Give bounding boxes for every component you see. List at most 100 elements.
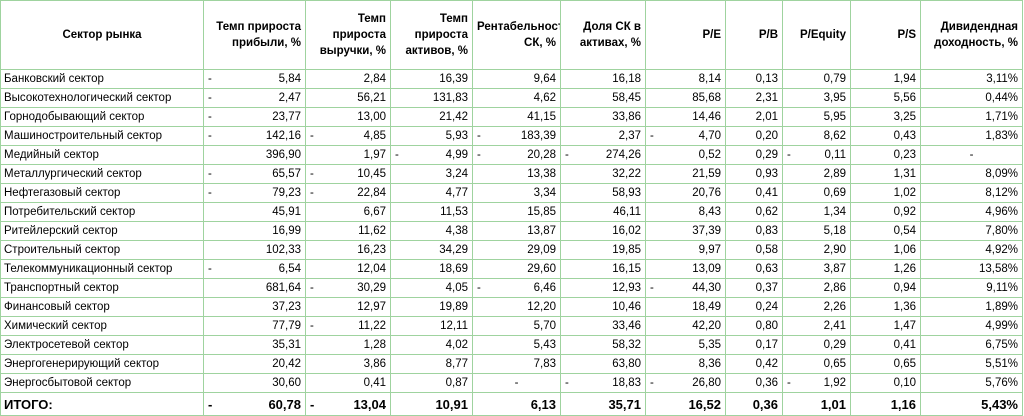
cell: 0,41 xyxy=(725,183,783,203)
cell: 8,14 xyxy=(645,69,726,89)
row-label: Ритейлерский сектор xyxy=(0,221,204,241)
number: 11,22 xyxy=(358,320,386,332)
cell: 102,33 xyxy=(203,240,306,260)
cell: 16,15 xyxy=(560,259,646,279)
sign: - xyxy=(787,377,791,389)
cell: 3,86 xyxy=(305,354,391,374)
cell: 396,90 xyxy=(203,145,306,165)
row-label: Нефтегазовый сектор xyxy=(0,183,204,203)
negative-value: - 274,26 xyxy=(565,149,641,161)
sign: - xyxy=(310,187,314,199)
negative-value: - 2,47 xyxy=(208,92,301,104)
cell: 16,18 xyxy=(560,69,646,89)
row-label: Высокотехнологический сектор xyxy=(0,88,204,108)
cell: 4,77 xyxy=(390,183,473,203)
sign: - xyxy=(208,396,213,412)
cell: 131,83 xyxy=(390,88,473,108)
cell: 15,85 xyxy=(472,202,561,222)
number: 30,29 xyxy=(357,282,386,294)
column-header: Темп прироста активов, % xyxy=(390,0,473,70)
cell: 42,20 xyxy=(645,316,726,336)
number: 4,85 xyxy=(363,130,386,142)
negative-value: - 44,30 xyxy=(650,282,721,294)
cell: 19,89 xyxy=(390,297,473,317)
number: 23,77 xyxy=(272,111,301,123)
cell: 58,93 xyxy=(560,183,646,203)
cell: 34,29 xyxy=(390,240,473,260)
column-header: Темп прироста прибыли, % xyxy=(203,0,306,70)
negative-value: - 183,39 xyxy=(477,130,556,142)
number: 20,28 xyxy=(527,149,556,161)
cell: 58,45 xyxy=(560,88,646,108)
sign: - xyxy=(310,282,314,294)
cell: - 26,80 xyxy=(645,373,726,393)
number: 6,46 xyxy=(533,282,556,294)
cell: 21,59 xyxy=(645,164,726,184)
cell: 12,04 xyxy=(305,259,391,279)
sign: - xyxy=(650,130,654,142)
sign: - xyxy=(565,149,569,161)
cell: - 4,70 xyxy=(645,126,726,146)
cell: 0,87 xyxy=(390,373,473,393)
cell: 7,83 xyxy=(472,354,561,374)
negative-value: - 65,57 xyxy=(208,168,301,180)
sign: - xyxy=(208,111,212,123)
cell: - 18,83 xyxy=(560,373,646,393)
cell: 5,18 xyxy=(782,221,851,241)
cell: 1,94 xyxy=(850,69,921,89)
row-label: Металлургический сектор xyxy=(0,164,204,184)
cell: 33,46 xyxy=(560,316,646,336)
cell: 0,41 xyxy=(305,373,391,393)
cell: 0,29 xyxy=(782,335,851,355)
sign: - xyxy=(310,396,315,412)
row-label: Энергосбытовой сектор xyxy=(0,373,204,393)
sign: - xyxy=(310,320,314,332)
cell: 18,49 xyxy=(645,297,726,317)
cell: - 65,57 xyxy=(203,164,306,184)
row-label: Машиностроительный сектор xyxy=(0,126,204,146)
cell: 2,01 xyxy=(725,107,783,127)
number: 60,78 xyxy=(268,396,301,412)
cell: - xyxy=(472,373,561,393)
number: 0,11 xyxy=(824,149,846,161)
column-header: Темп прироста выручки, % xyxy=(305,0,391,70)
cell: 30,60 xyxy=(203,373,306,393)
cell: 41,15 xyxy=(472,107,561,127)
cell: 1,01 xyxy=(782,392,851,416)
cell: 0,65 xyxy=(782,354,851,374)
cell: 0,10 xyxy=(850,373,921,393)
table-row: Банковский сектор - 5,84 2,84 16,39 9,64 16,18… xyxy=(0,69,1023,89)
column-header: Дивидендная доходность, % xyxy=(920,0,1023,70)
cell: 9,64 xyxy=(472,69,561,89)
cell: 0,62 xyxy=(725,202,783,222)
cell: 29,60 xyxy=(472,259,561,279)
table-row: Строительный сектор 102,33 16,23 34,29 29,09… xyxy=(0,240,1023,260)
cell: 1,36 xyxy=(850,297,921,317)
cell: 6,67 xyxy=(305,202,391,222)
cell: - xyxy=(920,145,1023,165)
number: 4,70 xyxy=(698,130,721,142)
number: 5,84 xyxy=(278,73,301,85)
table-row: Энергосбытовой сектор 30,60 0,41 0,87- -18,8… xyxy=(0,373,1023,393)
number: 13,04 xyxy=(353,396,386,412)
negative-value: - 4,85 xyxy=(310,130,386,142)
cell: 0,69 xyxy=(782,183,851,203)
number: 22,84 xyxy=(357,187,386,199)
cell: - 44,30 xyxy=(645,278,726,298)
number: 2,47 xyxy=(278,92,301,104)
header-row: Сектор рынка Темп прироста прибыли, % Темп… xyxy=(0,0,1023,70)
cell: 2,89 xyxy=(782,164,851,184)
number: 1,92 xyxy=(823,377,846,389)
cell: - 23,77 xyxy=(203,107,306,127)
column-header: P/B xyxy=(725,0,783,70)
cell: 8,36 xyxy=(645,354,726,374)
cell: 1,16 xyxy=(850,392,921,416)
sign: - xyxy=(477,282,481,294)
cell: 63,80 xyxy=(560,354,646,374)
number: 79,23 xyxy=(272,187,301,199)
cell: 0,94 xyxy=(850,278,921,298)
cell: 3,34 xyxy=(472,183,561,203)
negative-value: - 20,28 xyxy=(477,149,556,161)
cell: 0,36 xyxy=(725,373,783,393)
